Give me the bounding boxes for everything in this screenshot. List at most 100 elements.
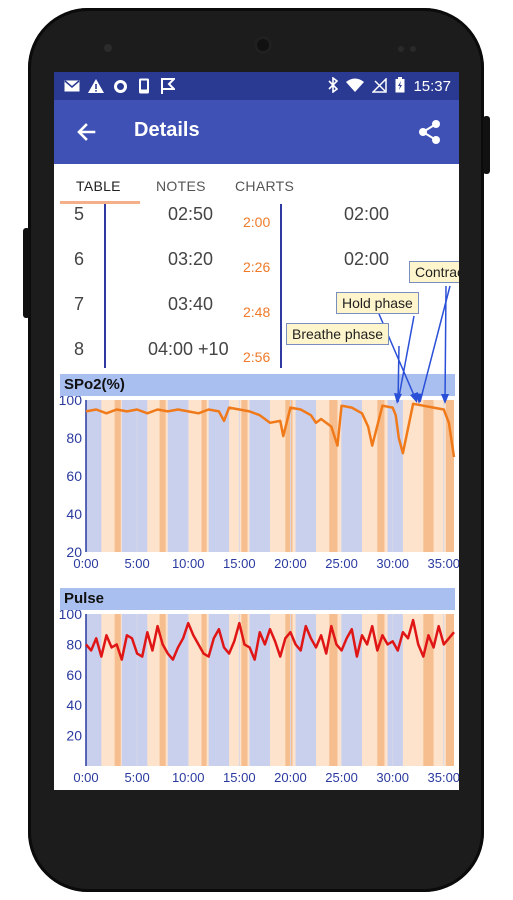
breathe-phase-band [208, 400, 230, 552]
pulse-chart-header: Pulse [60, 588, 455, 610]
pulse-chart: 100 80 60 40 20 0:00 5:00 10:00 15:00 20:00 25:00 3… [59, 610, 459, 785]
light-sensor [410, 46, 416, 52]
y-tick-label: 100 [59, 396, 83, 408]
row-number: 5 [74, 204, 85, 224]
contraction-band [285, 614, 293, 766]
series-line [85, 618, 455, 661]
row-number: 7 [74, 294, 85, 314]
callout-arrows [378, 285, 451, 404]
phone-icon [136, 78, 152, 94]
contraction-band [423, 400, 434, 552]
spo2-chart-header: SPo2(%) [60, 374, 455, 396]
breathe-phase-band [295, 614, 316, 766]
x-tick-label: 5:00 [124, 770, 149, 785]
contraction-band [159, 400, 166, 552]
breathe-phase-band [121, 400, 148, 552]
callout-hold-phase: Hold phase [336, 292, 419, 314]
hold-time: 04:00 +10 [148, 339, 229, 359]
breathe-phase-band [295, 400, 316, 552]
x-tick-label: 25:00 [325, 556, 358, 571]
arrow-back-icon[interactable] [72, 117, 102, 147]
row-number: 8 [74, 339, 85, 359]
page-title: Details [134, 119, 200, 141]
contraction-band [377, 614, 385, 766]
spo2-chart: 100 80 60 40 200:00 5:00 10:00 15:00 20:00 25:00 3… [59, 396, 459, 571]
x-tick-label: 20:00 [274, 556, 307, 571]
table-divider [280, 204, 282, 368]
breathe-time: 02:00 [344, 249, 390, 269]
x-tick-label: 10:00 [172, 556, 205, 571]
cumulative-time: 2:56 [243, 349, 271, 365]
breathe-time: 02:00 [344, 204, 390, 224]
y-tick-label: 60 [66, 667, 82, 683]
y-tick-label: 80 [66, 430, 82, 446]
callout-contractions: Contractions [409, 261, 459, 283]
share-icon[interactable] [415, 117, 445, 147]
x-tick-label: 10:00 [172, 770, 205, 785]
bluetooth-icon [328, 76, 339, 96]
no-signal-icon [371, 76, 388, 96]
cumulative-time: 2:00 [243, 214, 271, 230]
battery-icon [395, 77, 405, 96]
breathe-phase-band [208, 614, 230, 766]
y-tick-label: 60 [66, 468, 82, 484]
mail-icon [64, 78, 80, 94]
tab-table[interactable]: TABLE [76, 178, 121, 194]
contraction-band [114, 614, 121, 766]
contraction-band [201, 400, 207, 552]
x-tick-label: 0:00 [73, 556, 98, 571]
contraction-band [241, 614, 248, 766]
contraction-band [114, 400, 121, 552]
contraction-band [423, 614, 434, 766]
contraction-band [445, 400, 454, 552]
status-bar: 15:37 [54, 72, 459, 100]
active-tab-indicator [60, 201, 140, 204]
callout-breathe-phase: Breathe phase [286, 323, 390, 345]
app-screen: 15:37 Details TABLE NOTES CHARTS 5 02:50… [54, 72, 459, 790]
x-tick-label: 30:00 [376, 556, 409, 571]
y-tick-label: 100 [59, 610, 83, 622]
breathe-phase-band [86, 400, 102, 552]
x-tick-label: 25:00 [325, 770, 358, 785]
app-bar: Details [54, 100, 459, 164]
y-tick-label: 20 [66, 544, 82, 560]
y-tick-label: 80 [66, 636, 82, 652]
circle-icon [112, 78, 128, 94]
x-tick-label: 35:00 [428, 770, 459, 785]
x-tick-label: 15:00 [223, 770, 256, 785]
wifi-icon [346, 78, 365, 95]
volume-button [23, 228, 30, 318]
breathe-phase-band [341, 614, 362, 766]
breathe-phase-band [167, 614, 189, 766]
tab-charts[interactable]: CHARTS [235, 178, 295, 194]
contraction-band [329, 614, 338, 766]
x-tick-label: 30:00 [376, 770, 409, 785]
contraction-band [201, 614, 207, 766]
flag-icon [160, 78, 176, 94]
power-button [483, 116, 490, 174]
contraction-band [241, 400, 248, 552]
breathe-phase-band [167, 400, 189, 552]
breathe-phase-band [86, 614, 102, 766]
x-tick-label: 15:00 [223, 556, 256, 571]
proximity-sensor [398, 46, 404, 52]
contraction-band [285, 400, 293, 552]
breathe-phase-band [341, 400, 362, 552]
contraction-band [377, 400, 385, 552]
contraction-band [159, 614, 166, 766]
row-number: 6 [74, 249, 85, 269]
status-time: 15:37 [413, 78, 451, 95]
x-tick-label: 35:00 [428, 556, 459, 571]
breathe-phase-band [249, 614, 270, 766]
y-tick-label: 20 [66, 728, 82, 744]
tab-notes[interactable]: NOTES [156, 178, 206, 194]
cumulative-time: 2:48 [243, 304, 271, 320]
y-tick-label: 40 [66, 697, 82, 713]
breathe-phase-band [387, 400, 403, 552]
contraction-band [329, 400, 338, 552]
hold-time: 03:20 [168, 249, 214, 269]
x-tick-label: 5:00 [124, 556, 149, 571]
hold-time: 03:40 [168, 294, 214, 314]
breathe-phase-band [387, 614, 403, 766]
x-tick-label: 0:00 [73, 770, 98, 785]
